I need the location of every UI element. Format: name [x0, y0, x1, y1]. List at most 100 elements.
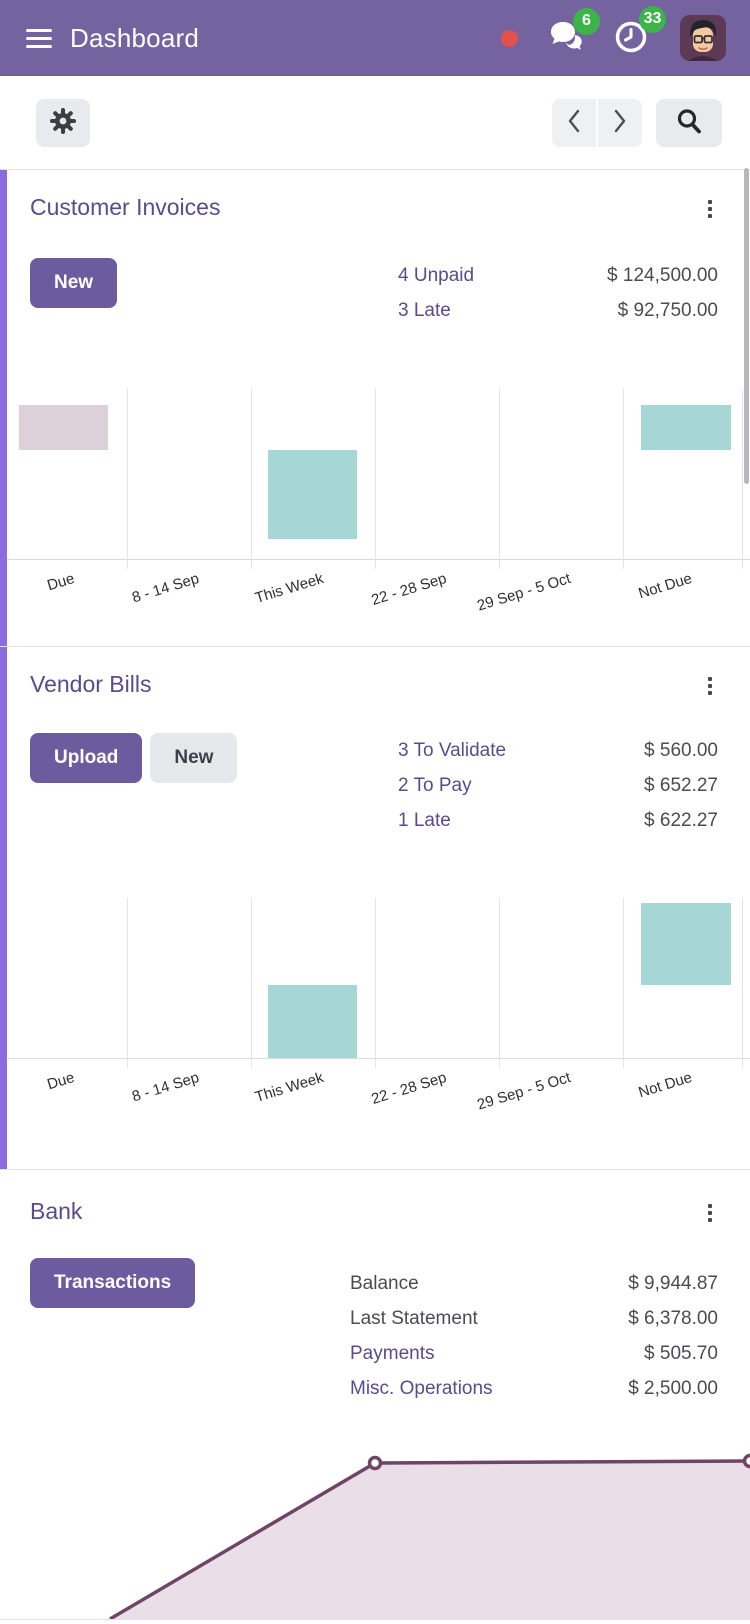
unpaid-invoices-link[interactable]: 4 Unpaid: [398, 265, 475, 286]
payments-link[interactable]: Payments: [350, 1343, 435, 1364]
late-invoices-amount: $ 92,750.00: [617, 300, 718, 321]
upload-bill-button[interactable]: Upload: [30, 733, 143, 783]
bar-this-week[interactable]: [267, 984, 357, 1058]
bar-this-week[interactable]: [267, 450, 357, 540]
bill-stats: 3 To Validate $ 560.00 2 To Pay $ 652.27…: [398, 733, 718, 838]
bills-bar-chart: Due 8 - 14 Sep This Week 22 - 28 Sep 29 …: [0, 890, 750, 1169]
x-tick-label: 22 - 28 Sep: [369, 570, 449, 609]
late-bills-link[interactable]: 1 Late: [398, 810, 451, 831]
gridline: [251, 898, 253, 1068]
settings-gear-button[interactable]: [36, 98, 90, 147]
activities-count-badge: 33: [639, 5, 666, 33]
gear-icon: [48, 106, 78, 139]
stat-unpaid: 4 Unpaid $ 124,500.00: [398, 258, 718, 293]
customer-invoices-title: Customer Invoices: [30, 194, 221, 220]
balance-data-point[interactable]: [742, 1453, 750, 1469]
activities-clock-icon: [614, 18, 650, 59]
x-axis-labels: Due 8 - 14 Sep This Week 22 - 28 Sep 29 …: [0, 560, 750, 646]
gridline: [498, 389, 500, 569]
activities-button[interactable]: 33: [614, 5, 666, 59]
last-statement-amount: $ 6,378.00: [628, 1308, 718, 1329]
pager-next-button[interactable]: [598, 98, 642, 147]
bar-not-due[interactable]: [641, 405, 731, 451]
messages-button[interactable]: 6: [548, 7, 600, 57]
x-tick-label: 8 - 14 Sep: [129, 1069, 201, 1106]
bar-due[interactable]: [18, 405, 108, 451]
vendor-bills-title: Vendor Bills: [30, 671, 152, 697]
payments-amount: $ 505.70: [644, 1343, 718, 1364]
card-menu-button[interactable]: [700, 671, 720, 701]
to-validate-amount: $ 560.00: [644, 740, 718, 761]
status-dot: [501, 29, 518, 47]
vendor-bills-card: Vendor Bills Upload New 3 To Validate $ …: [0, 647, 750, 1170]
balance-data-point[interactable]: [367, 1455, 383, 1471]
stat-to-pay: 2 To Pay $ 652.27: [398, 768, 718, 803]
x-tick-label: 29 Sep - 5 Oct: [475, 570, 573, 615]
card-menu-button[interactable]: [700, 194, 720, 224]
pager: [552, 98, 642, 147]
misc-operations-link[interactable]: Misc. Operations: [350, 1378, 493, 1399]
search-button[interactable]: [656, 98, 722, 147]
pager-previous-button[interactable]: [552, 98, 596, 147]
x-tick-label: Not Due: [636, 570, 695, 603]
gridline: [251, 389, 253, 569]
bank-card: Bank Transactions Balance $ 9,944.87 Las…: [0, 1170, 750, 1620]
stat-to-validate: 3 To Validate $ 560.00: [398, 733, 718, 768]
to-pay-link[interactable]: 2 To Pay: [398, 775, 472, 796]
invoices-bar-chart: Due 8 - 14 Sep This Week 22 - 28 Sep 29 …: [0, 381, 750, 646]
balance-area-fill: [110, 1461, 750, 1619]
card-menu-button[interactable]: [700, 1198, 720, 1228]
balance-amount: $ 9,944.87: [628, 1273, 718, 1294]
stat-late: 3 Late $ 92,750.00: [398, 293, 718, 328]
gridline: [375, 898, 376, 1068]
bar-not-due[interactable]: [641, 902, 731, 985]
navbar-systray: 6 33: [501, 5, 726, 61]
x-tick-label: Not Due: [636, 1069, 695, 1102]
late-bills-amount: $ 622.27: [644, 810, 718, 831]
bank-stats: Balance $ 9,944.87 Last Statement $ 6,37…: [350, 1266, 718, 1406]
user-avatar[interactable]: [680, 15, 726, 61]
customer-invoices-card: Customer Invoices New 4 Unpaid $ 124,500…: [0, 170, 750, 647]
new-bill-button[interactable]: New: [150, 733, 238, 783]
search-icon: [675, 107, 703, 138]
stat-payments: Payments $ 505.70: [350, 1336, 718, 1371]
new-invoice-button[interactable]: New: [30, 258, 118, 308]
x-axis-labels: Due 8 - 14 Sep This Week 22 - 28 Sep 29 …: [0, 1059, 750, 1169]
gridline: [623, 898, 625, 1068]
chevron-left-icon: [565, 108, 583, 137]
gridline: [126, 389, 128, 569]
x-tick-label: 29 Sep - 5 Oct: [475, 1069, 573, 1114]
gridline: [741, 898, 743, 1068]
x-tick-label: Due: [44, 1069, 77, 1094]
invoice-stats: 4 Unpaid $ 124,500.00 3 Late $ 92,750.00: [398, 258, 718, 328]
messages-icon: [548, 20, 584, 57]
stat-balance: Balance $ 9,944.87: [350, 1266, 718, 1301]
control-panel: [0, 76, 750, 170]
messages-count-badge: 6: [573, 7, 600, 35]
page-title: Dashboard: [70, 22, 199, 53]
x-tick-label: This Week: [252, 1069, 326, 1106]
bank-title: Bank: [30, 1198, 83, 1224]
late-invoices-link[interactable]: 3 Late: [398, 300, 451, 321]
stat-misc-operations: Misc. Operations $ 2,500.00: [350, 1371, 718, 1406]
scrollbar-thumb[interactable]: [744, 168, 749, 484]
gridline: [126, 898, 128, 1068]
x-tick-label: Due: [44, 570, 77, 595]
balance-label: Balance: [350, 1273, 419, 1294]
to-validate-link[interactable]: 3 To Validate: [398, 740, 507, 761]
x-tick-label: This Week: [252, 570, 326, 607]
last-statement-label: Last Statement: [350, 1308, 478, 1329]
misc-operations-amount: $ 2,500.00: [628, 1378, 718, 1399]
top-navbar: Dashboard 6 33: [0, 0, 750, 76]
stat-last-statement: Last Statement $ 6,378.00: [350, 1301, 718, 1336]
gridline: [623, 389, 625, 569]
gridline: [741, 389, 743, 569]
chevron-right-icon: [611, 108, 629, 137]
gridline: [375, 389, 376, 569]
menu-icon[interactable]: [26, 28, 52, 48]
stat-late-bills: 1 Late $ 622.27: [398, 803, 718, 838]
to-pay-amount: $ 652.27: [644, 775, 718, 796]
bank-transactions-button[interactable]: Transactions: [30, 1258, 196, 1308]
gridline: [498, 898, 500, 1068]
x-tick-label: 22 - 28 Sep: [369, 1069, 449, 1108]
